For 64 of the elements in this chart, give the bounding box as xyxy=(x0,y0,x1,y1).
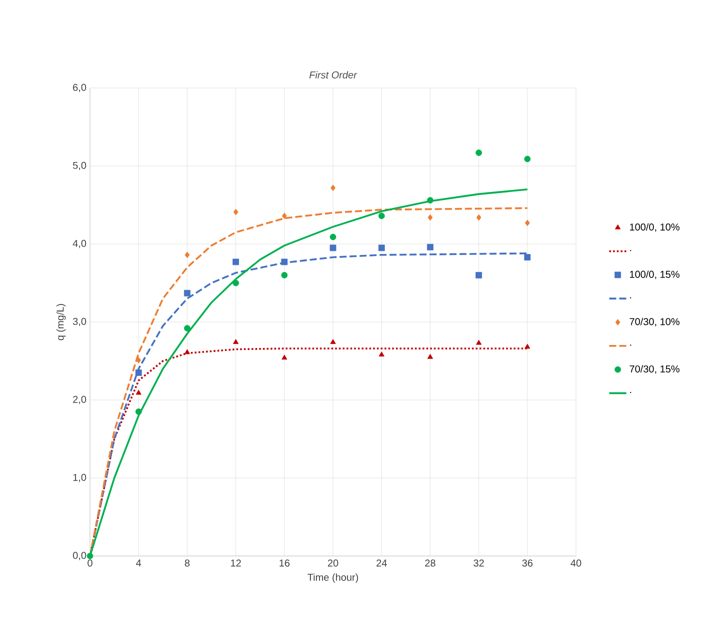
point xyxy=(233,339,239,344)
point xyxy=(524,254,531,260)
legend-label: . xyxy=(630,250,632,252)
legend-label: 100/0, 15% xyxy=(630,270,680,280)
point xyxy=(427,354,433,359)
x-tick-label: 24 xyxy=(376,560,387,566)
point xyxy=(184,325,190,332)
point xyxy=(378,352,384,356)
legend-label: . xyxy=(630,392,632,393)
point xyxy=(378,212,385,220)
point xyxy=(476,150,482,156)
point xyxy=(232,258,240,266)
point xyxy=(378,244,385,252)
x-tick-label: 28 xyxy=(425,560,436,567)
point xyxy=(281,258,288,266)
legend-label: . xyxy=(630,297,632,298)
point xyxy=(282,212,287,220)
point xyxy=(427,244,434,250)
point xyxy=(330,234,336,240)
x-tick-label: 0 xyxy=(88,560,92,567)
x-tick-label: 36 xyxy=(522,560,533,567)
point xyxy=(281,272,288,278)
point xyxy=(135,408,142,415)
point xyxy=(233,208,238,216)
point xyxy=(135,369,142,376)
point xyxy=(476,214,482,221)
x-tick-label: 40 xyxy=(570,560,582,567)
y-tick-label: 0,0 xyxy=(72,552,86,560)
x-tick-label: 32 xyxy=(474,560,484,567)
x-tick-label: 20 xyxy=(328,560,338,567)
x-tick-label: 4 xyxy=(136,560,142,566)
legend-label: 100/0, 10% xyxy=(630,223,680,232)
legend-label: 70/30, 10% xyxy=(630,318,680,326)
y-tick-label: 4,0 xyxy=(72,240,86,248)
point xyxy=(524,344,530,349)
y-tick-label: 1,0 xyxy=(73,474,86,482)
y-tick-label: 2,0 xyxy=(73,396,86,404)
point xyxy=(524,220,530,226)
x-tick-label: 16 xyxy=(280,560,290,567)
x-axis-title: Time (hour) xyxy=(308,573,358,583)
chart-title: First Order xyxy=(309,71,358,78)
point xyxy=(282,354,288,360)
point xyxy=(184,252,190,258)
point xyxy=(86,552,94,560)
legend-label: 70/30, 15% xyxy=(630,365,680,374)
point xyxy=(330,184,336,192)
y-axis-title: q (mg/L) xyxy=(56,304,66,340)
y-tick-label: 6,0 xyxy=(73,84,86,92)
point xyxy=(330,339,336,344)
y-tick-label: 5,0 xyxy=(72,162,86,170)
x-tick-label: 8 xyxy=(184,560,190,567)
point xyxy=(184,349,190,354)
point xyxy=(476,272,482,278)
point xyxy=(330,244,336,252)
legend-label: . xyxy=(630,344,632,346)
y-tick-label: 3,0 xyxy=(72,318,86,326)
point xyxy=(136,390,142,395)
point xyxy=(427,197,434,204)
point xyxy=(476,340,482,345)
x-tick-label: 12 xyxy=(231,560,241,566)
point xyxy=(232,280,240,286)
point xyxy=(428,214,433,221)
point xyxy=(184,290,190,296)
point xyxy=(524,156,531,162)
